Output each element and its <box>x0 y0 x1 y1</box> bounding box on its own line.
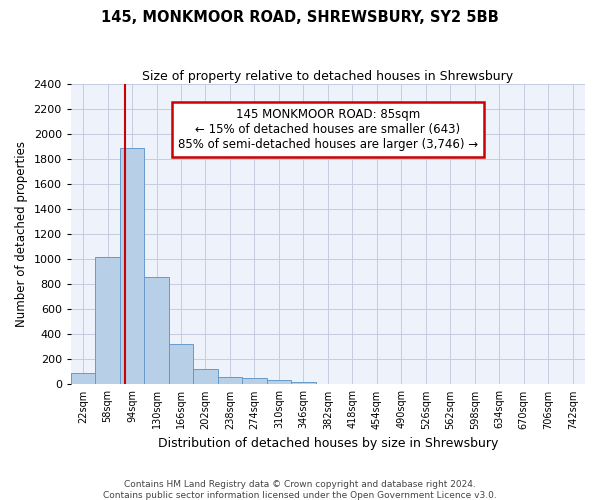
Title: Size of property relative to detached houses in Shrewsbury: Size of property relative to detached ho… <box>142 70 514 83</box>
Bar <box>242 378 267 384</box>
Text: 145, MONKMOOR ROAD, SHREWSBURY, SY2 5BB: 145, MONKMOOR ROAD, SHREWSBURY, SY2 5BB <box>101 10 499 25</box>
X-axis label: Distribution of detached houses by size in Shrewsbury: Distribution of detached houses by size … <box>158 437 498 450</box>
Bar <box>71 373 95 384</box>
Bar <box>193 370 218 384</box>
Y-axis label: Number of detached properties: Number of detached properties <box>15 142 28 328</box>
Text: 145 MONKMOOR ROAD: 85sqm
← 15% of detached houses are smaller (643)
85% of semi-: 145 MONKMOOR ROAD: 85sqm ← 15% of detach… <box>178 108 478 151</box>
Bar <box>95 257 120 384</box>
Bar <box>218 377 242 384</box>
Text: Contains HM Land Registry data © Crown copyright and database right 2024.
Contai: Contains HM Land Registry data © Crown c… <box>103 480 497 500</box>
Bar <box>291 382 316 384</box>
Bar <box>120 148 144 384</box>
Bar <box>169 344 193 385</box>
Bar <box>144 277 169 384</box>
Bar <box>267 380 291 384</box>
